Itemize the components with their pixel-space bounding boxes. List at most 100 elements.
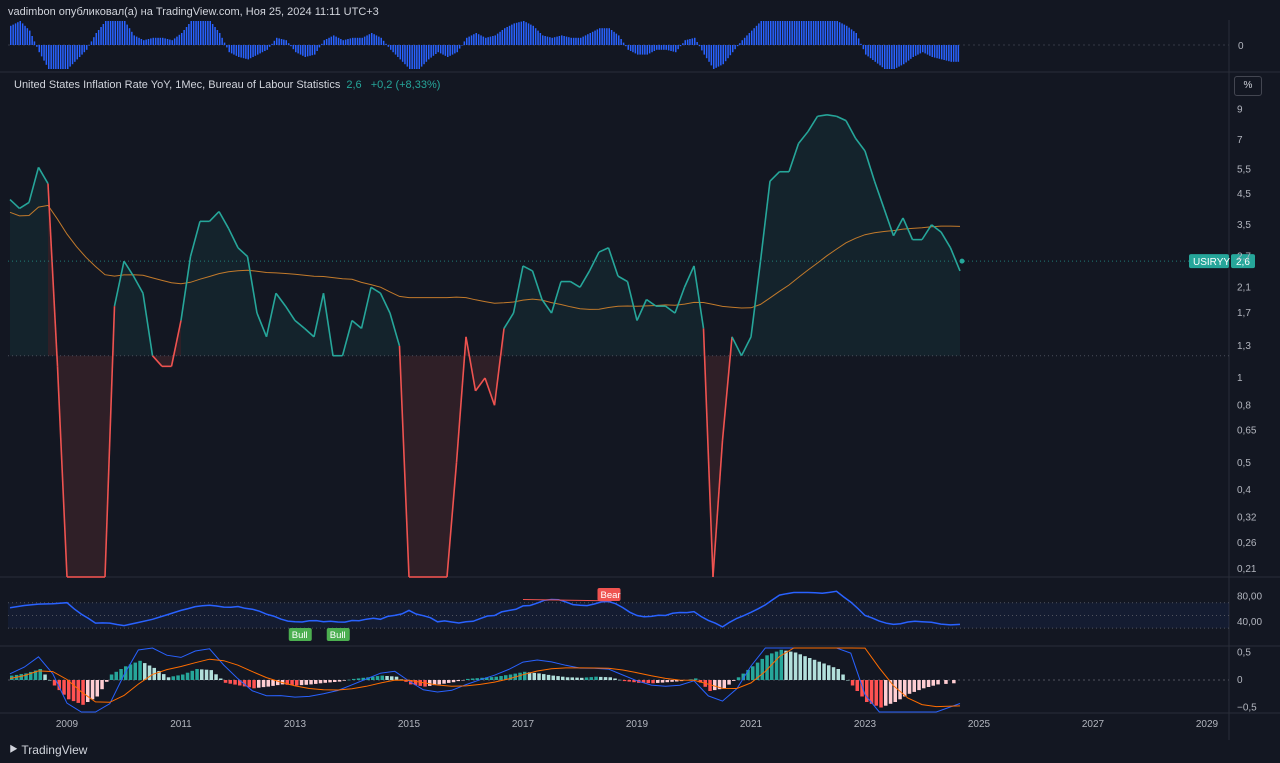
macd-histogram-bar <box>580 677 584 680</box>
macd-histogram-bar <box>944 680 948 684</box>
top-bar <box>57 45 59 69</box>
top-bar <box>36 45 38 47</box>
top-bar <box>333 35 335 45</box>
price-line-segment <box>636 299 648 321</box>
macd-histogram-bar <box>466 678 470 680</box>
top-bar <box>328 37 330 45</box>
top-bar <box>675 45 677 53</box>
price-line-segment <box>731 336 743 357</box>
top-bar <box>653 45 656 51</box>
time-axis-tick: 2019 <box>626 719 649 730</box>
macd-histogram-bar <box>380 675 384 680</box>
price-line-segment <box>550 281 562 314</box>
top-bar <box>511 24 513 45</box>
macd-histogram-bar <box>456 680 460 682</box>
price-axis-tick: 0,32 <box>1237 512 1257 523</box>
macd-histogram-bar <box>447 680 451 683</box>
top-bar <box>632 45 634 53</box>
top-bar <box>767 21 770 45</box>
top-bar <box>50 45 52 69</box>
price-line-segment <box>123 260 135 277</box>
top-bar <box>572 37 575 45</box>
time-axis-tick: 2017 <box>512 719 535 730</box>
top-bar <box>805 21 808 45</box>
rsi-band <box>8 602 1229 629</box>
top-bar <box>100 27 102 45</box>
top-bar <box>226 45 228 48</box>
top-bar <box>259 45 261 54</box>
price-line-segment <box>370 286 381 294</box>
price-line-segment <box>949 247 961 272</box>
time-axis-tick: 2023 <box>854 719 877 730</box>
tradingview-logo[interactable]: ⯈ TradingView <box>8 742 87 758</box>
top-bar <box>468 36 470 45</box>
top-bar <box>219 33 221 45</box>
macd-histogram-bar <box>204 669 209 680</box>
price-axis-tick: 1,7 <box>1237 308 1251 319</box>
top-bar <box>62 45 64 69</box>
series-legend[interactable]: United States Inflation Rate YoY, 1Mес, … <box>14 79 440 91</box>
macd-histogram-bar <box>656 680 660 683</box>
top-bar <box>31 36 33 45</box>
macd-histogram-bar <box>461 680 465 681</box>
top-bar <box>188 24 190 45</box>
macd-histogram-bar <box>138 660 142 681</box>
top-bar <box>461 45 463 46</box>
price-line-segment <box>674 286 686 314</box>
macd-histogram-bar <box>347 679 351 681</box>
macd-histogram-bar <box>884 680 888 706</box>
top-bar <box>703 45 705 55</box>
top-bar <box>786 21 789 45</box>
top-bar <box>544 36 546 45</box>
top-bar <box>827 21 829 45</box>
macd-histogram-bar <box>195 669 199 680</box>
top-bar <box>627 45 629 50</box>
top-bar <box>76 45 78 60</box>
macd-histogram-bar <box>789 651 793 680</box>
macd-histogram-bar <box>314 680 318 684</box>
macd-histogram-bar <box>793 652 798 680</box>
top-bar <box>299 45 302 55</box>
price-line-segment <box>702 328 714 578</box>
macd-histogram-bar <box>214 674 218 680</box>
macd-histogram-bar <box>760 658 764 680</box>
price-line-segment <box>797 131 809 145</box>
macd-histogram-bar <box>437 680 441 685</box>
price-line-segment <box>902 217 914 240</box>
main-price-panel: USIRYY 2,6 <box>8 114 1255 578</box>
top-bar <box>323 40 325 45</box>
macd-histogram-bar <box>342 680 346 681</box>
top-bar <box>888 45 891 69</box>
top-bar <box>496 33 499 45</box>
top-bar <box>280 39 283 45</box>
price-line-segment <box>788 143 800 172</box>
top-bar <box>594 30 596 45</box>
top-bar <box>40 45 43 57</box>
top-bar <box>102 24 105 45</box>
price-line-segment <box>256 312 268 338</box>
top-bar <box>608 28 610 45</box>
price-line-segment <box>113 260 125 307</box>
top-bar <box>618 35 620 45</box>
top-bar <box>147 39 150 45</box>
macd-histogram-bar <box>575 677 579 680</box>
top-bar <box>539 33 542 45</box>
macd-histogram-bar <box>907 680 912 694</box>
percent-scale-button[interactable]: % <box>1234 76 1262 96</box>
top-bar <box>819 21 822 45</box>
price-line-segment <box>189 221 201 257</box>
price-line-segment <box>503 312 515 329</box>
macd-histogram-bar <box>337 680 342 682</box>
macd-histogram-bar <box>200 669 204 680</box>
time-axis-tick: 2027 <box>1082 719 1105 730</box>
top-bar <box>228 45 230 53</box>
price-line-segment <box>104 306 116 578</box>
top-bar <box>181 33 183 45</box>
price-line-segment <box>769 171 781 182</box>
top-bar <box>143 40 145 45</box>
macd-histogram-bar <box>475 678 479 680</box>
top-bar <box>159 37 162 45</box>
top-bar <box>145 39 147 45</box>
time-axis-tick: 2011 <box>170 719 192 730</box>
